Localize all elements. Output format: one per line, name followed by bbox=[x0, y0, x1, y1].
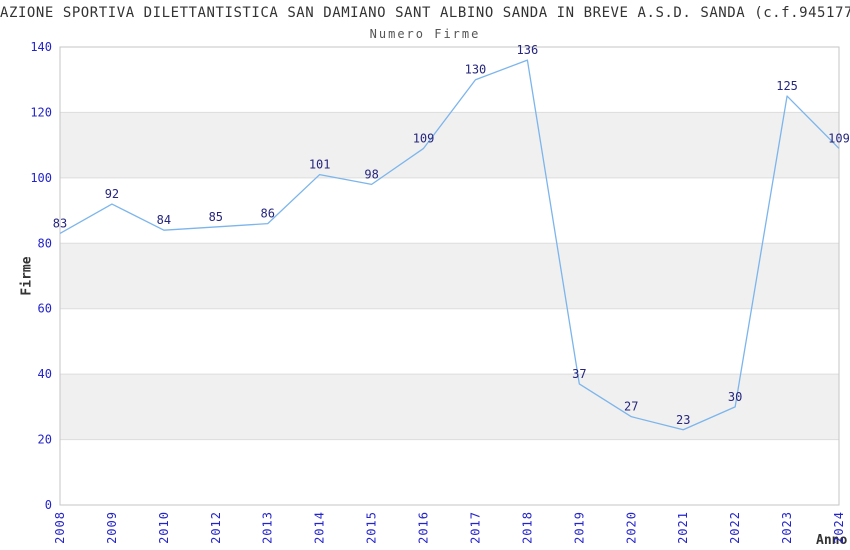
chart-subtitle: Numero Firme bbox=[369, 27, 481, 41]
y-tick-label: 20 bbox=[38, 433, 52, 447]
plot-band bbox=[60, 374, 839, 440]
x-tick-label: 2019 bbox=[572, 511, 586, 544]
data-label: 98 bbox=[364, 167, 378, 181]
data-label: 30 bbox=[728, 390, 742, 404]
x-tick-label: 2017 bbox=[468, 511, 482, 544]
data-label: 125 bbox=[776, 79, 798, 93]
chart-title: AZIONE SPORTIVA DILETTANTISTICA SAN DAMI… bbox=[0, 5, 850, 21]
x-tick-label: 2016 bbox=[417, 511, 431, 544]
plot-border bbox=[59, 46, 840, 506]
x-tick-label: 2014 bbox=[313, 511, 327, 544]
plot-band bbox=[60, 112, 839, 178]
data-label: 37 bbox=[572, 367, 586, 381]
data-label: 136 bbox=[517, 43, 539, 57]
x-tick-label: 2023 bbox=[780, 511, 794, 544]
series-line bbox=[59, 59, 840, 431]
data-label: 101 bbox=[309, 158, 331, 172]
data-label: 85 bbox=[209, 210, 223, 224]
data-label: 109 bbox=[828, 131, 850, 145]
data-label: 27 bbox=[624, 400, 638, 414]
x-tick-label: 2010 bbox=[157, 511, 171, 544]
x-tick-label: 2024 bbox=[832, 511, 846, 544]
y-tick-label: 120 bbox=[30, 105, 52, 119]
plot-band bbox=[60, 243, 839, 309]
x-tick-label: 2015 bbox=[365, 511, 379, 544]
y-tick-label: 0 bbox=[45, 498, 52, 512]
y-tick-label: 40 bbox=[38, 367, 52, 381]
x-tick-label: 2018 bbox=[520, 511, 534, 544]
plot-band bbox=[60, 177, 839, 244]
data-label: 83 bbox=[53, 216, 67, 230]
x-tick-label: 2020 bbox=[624, 511, 638, 544]
data-label: 130 bbox=[465, 63, 487, 77]
data-label: 23 bbox=[676, 413, 690, 427]
data-label: 109 bbox=[413, 131, 435, 145]
data-label: 84 bbox=[157, 213, 171, 227]
x-tick-label: 2021 bbox=[676, 511, 690, 544]
x-tick-label: 2012 bbox=[209, 511, 223, 544]
y-tick-label: 140 bbox=[30, 40, 52, 54]
x-tick-label: 2009 bbox=[105, 511, 119, 544]
x-axis-title: Anno bbox=[816, 533, 848, 548]
x-tick-label: 2013 bbox=[261, 511, 275, 544]
plot-band bbox=[60, 308, 839, 375]
plot-band bbox=[60, 47, 839, 113]
data-label: 86 bbox=[261, 207, 275, 221]
y-tick-label: 60 bbox=[38, 302, 52, 316]
data-label: 92 bbox=[105, 187, 119, 201]
x-tick-label: 2022 bbox=[728, 511, 742, 544]
y-tick-label: 100 bbox=[30, 171, 52, 185]
plot-band bbox=[60, 439, 839, 505]
y-tick-label: 80 bbox=[38, 236, 52, 250]
x-tick-label: 2008 bbox=[53, 511, 67, 544]
